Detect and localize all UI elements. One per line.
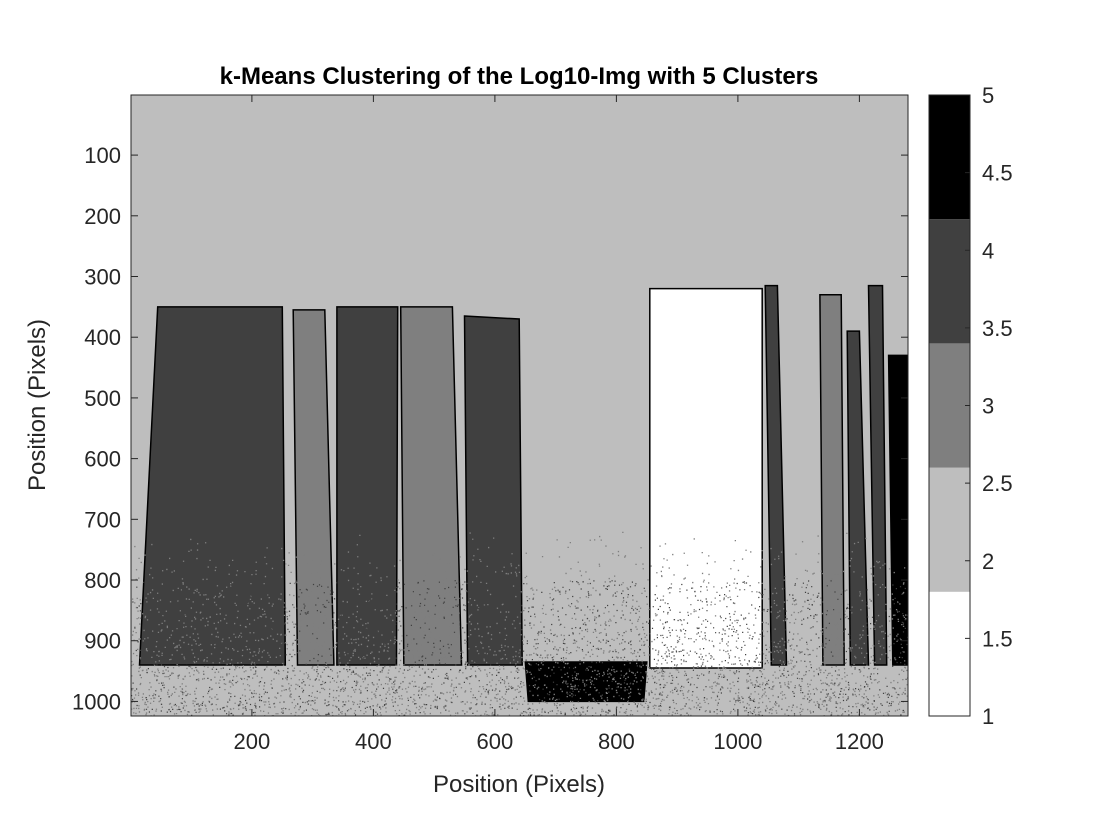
x-tick-label: 400	[355, 729, 392, 754]
cluster-region-12	[524, 661, 648, 703]
chart-title: k-Means Clustering of the Log10-Img with…	[220, 63, 819, 90]
y-tick-label: 800	[84, 568, 121, 593]
x-tick-label: 1000	[713, 729, 762, 754]
colorbar-tick-label: 4	[982, 238, 994, 263]
colorbar-tick-label: 1.5	[982, 626, 1013, 651]
y-tick-label: 100	[84, 143, 121, 168]
colorbar-tick-label: 1	[982, 704, 994, 729]
colorbar-tick-label: 2.5	[982, 471, 1013, 496]
y-tick-label: 300	[84, 265, 121, 290]
colorbar-ticks: 1 1.5 2 2.5 3 3.5 4 4.5 5	[965, 83, 1013, 729]
colorbar-tick-label: 4.5	[982, 161, 1013, 186]
x-tick-label: 1200	[835, 729, 884, 754]
speckle-dark	[131, 580, 908, 716]
colorbar-tick-label: 5	[982, 83, 994, 108]
cluster-region-6	[649, 287, 763, 669]
speckle-mid	[131, 531, 908, 716]
cluster-region-1	[138, 306, 287, 666]
y-tick-label: 200	[84, 204, 121, 229]
cluster-region-2	[292, 309, 335, 666]
colorbar-tick-label: 3	[982, 394, 994, 419]
cluster-speckle	[131, 531, 908, 716]
y-axis-label: Position (Pixels)	[24, 319, 51, 491]
cluster-region-3	[336, 306, 399, 666]
x-tick-label: 200	[234, 729, 271, 754]
cluster-region-10	[867, 284, 888, 666]
cluster-region-8	[819, 293, 845, 666]
cluster-region-7	[764, 284, 788, 666]
colorbar-band-5	[929, 95, 970, 220]
y-tick-label: 1000	[72, 689, 121, 714]
y-tick-label: 400	[84, 325, 121, 350]
x-tick-label: 800	[598, 729, 635, 754]
plot-area	[130, 94, 909, 717]
colorbar-band-1	[929, 591, 970, 716]
x-axis-label: Position (Pixels)	[433, 771, 605, 798]
y-tick-label: 500	[84, 386, 121, 411]
cluster-regions	[138, 284, 908, 703]
colorbar: 1 1.5 2 2.5 3 3.5 4 4.5 5	[928, 83, 1013, 729]
colorbar-band-3	[929, 343, 970, 468]
y-tick-label: 600	[84, 447, 121, 472]
colorbar-band-4	[929, 219, 970, 344]
plot-frame	[130, 94, 909, 717]
colorbar-band-2	[929, 467, 970, 592]
colorbar-tick-label: 2	[982, 549, 994, 574]
cluster-region-5	[463, 315, 523, 666]
y-axis-ticks: 100 200 300 400 500 600 700 800 900 1000	[72, 143, 908, 714]
y-tick-label: 700	[84, 507, 121, 532]
x-axis-ticks: 200 400 600 800 1000 1200	[234, 95, 884, 754]
x-tick-label: 600	[477, 729, 514, 754]
colorbar-tick-label: 3.5	[982, 316, 1013, 341]
cluster-region-11	[887, 354, 908, 666]
cluster-region-4	[399, 306, 463, 666]
y-tick-label: 900	[84, 629, 121, 654]
cluster-region-9	[846, 330, 870, 666]
